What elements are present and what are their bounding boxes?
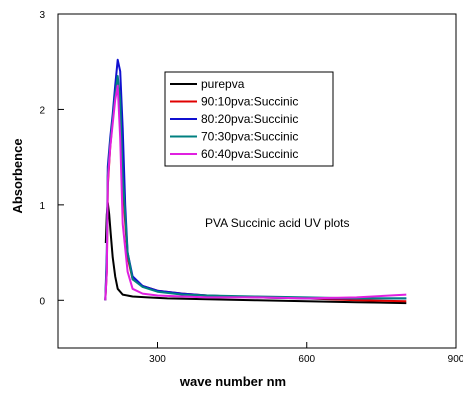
series-lines xyxy=(104,58,407,305)
legend-label: 80:20pva:Succinic xyxy=(201,112,298,126)
y-axis-title: Absorbence xyxy=(10,138,25,213)
legend-entries: purepva 90:10pva:Succinic 80:20pva:Succini… xyxy=(170,77,298,161)
legend: purepva 90:10pva:Succinic 80:20pva:Succini… xyxy=(164,71,334,167)
y-tick-label: 2 xyxy=(39,105,45,116)
axis-ticks: 300 600 900 0 1 2 3 xyxy=(39,10,463,365)
legend-label: purepva xyxy=(201,77,245,91)
series-line-5 xyxy=(104,84,407,301)
x-tick-label: 300 xyxy=(149,354,166,365)
x-tick-label: 900 xyxy=(448,354,463,365)
y-tick-label: 3 xyxy=(39,10,45,21)
legend-label: 60:40pva:Succinic xyxy=(201,147,298,161)
x-axis-title: wave number nm xyxy=(179,374,286,389)
y-tick-label: 0 xyxy=(39,296,45,307)
x-tick-label: 600 xyxy=(298,354,315,365)
y-tick-label: 1 xyxy=(39,201,45,212)
plot-frame xyxy=(57,13,457,349)
chart-annotation: PVA Succinic acid UV plots xyxy=(205,216,350,230)
legend-label: 70:30pva:Succinic xyxy=(201,130,298,144)
series-line-1 xyxy=(104,201,407,305)
legend-label: 90:10pva:Succinic xyxy=(201,95,298,109)
